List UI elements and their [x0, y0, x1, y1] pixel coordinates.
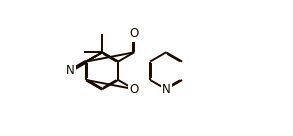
- Text: N: N: [66, 64, 75, 77]
- Text: O: O: [130, 27, 139, 40]
- Text: N: N: [162, 83, 171, 96]
- Text: O: O: [130, 83, 139, 96]
